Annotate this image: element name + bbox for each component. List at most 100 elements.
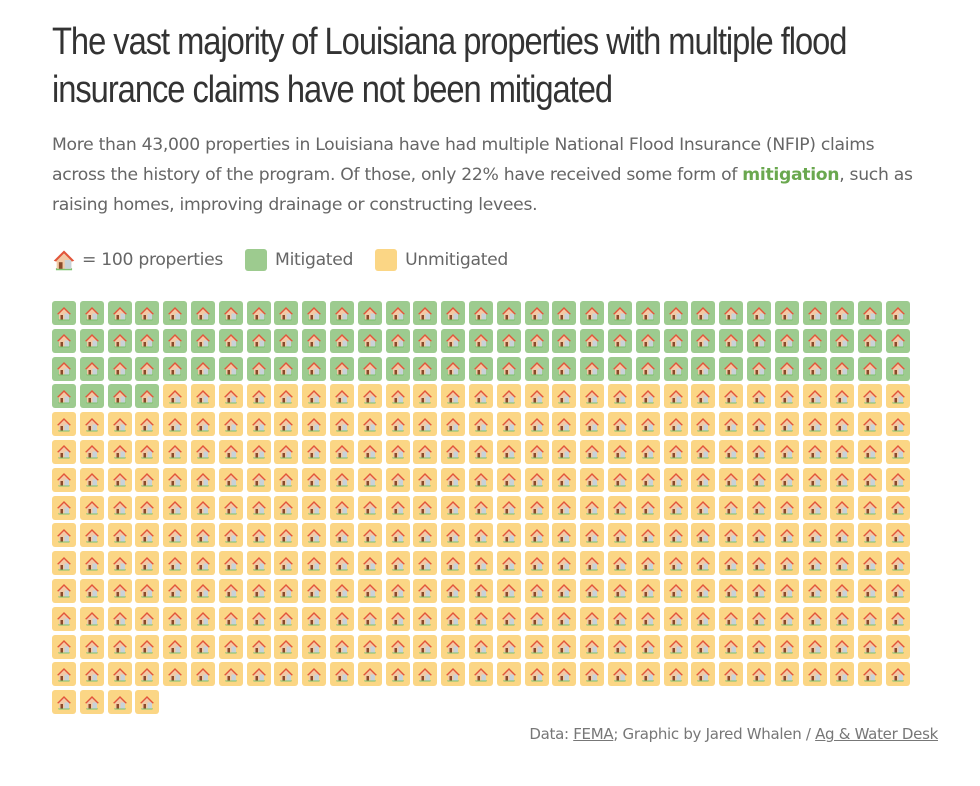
house-icon [390, 528, 405, 543]
house-icon [195, 445, 210, 459]
house-icon [696, 306, 711, 320]
waffle-cell-unmitigated [441, 384, 466, 409]
house-icon [251, 334, 266, 348]
credits: Data: FEMA; Graphic by Jared Whalen / Ag… [529, 725, 938, 743]
waffle-cell-unmitigated [746, 523, 771, 548]
waffle-cell-unmitigated [496, 412, 521, 437]
waffle-cell-mitigated [218, 356, 243, 381]
waffle-cell-unmitigated [746, 467, 771, 492]
waffle-cell-unmitigated [552, 578, 577, 603]
waffle-cell-unmitigated [274, 384, 299, 409]
house-icon [890, 445, 905, 459]
waffle-cell-unmitigated [524, 495, 549, 520]
house-icon [668, 417, 683, 432]
waffle-cell-mitigated [52, 301, 76, 325]
waffle-cell-unmitigated [885, 467, 910, 492]
house-icon [668, 473, 683, 487]
house-icon [279, 528, 294, 543]
ag-water-desk-link[interactable]: Ag & Water Desk [815, 725, 938, 743]
house-icon [334, 556, 349, 571]
waffle-cell-unmitigated [607, 634, 632, 659]
house-icon [279, 473, 294, 487]
waffle-cell-mitigated [830, 328, 855, 353]
house-icon [307, 667, 322, 682]
waffle-cell-unmitigated [329, 467, 354, 492]
house-icon [724, 528, 739, 543]
house-icon [140, 362, 155, 376]
waffle-cell-unmitigated [552, 606, 577, 631]
house-icon [668, 306, 683, 320]
house-icon [807, 362, 822, 376]
waffle-cell-unmitigated [719, 551, 744, 576]
waffle-cell-unmitigated [607, 662, 632, 687]
house-icon [668, 362, 683, 376]
house-icon [751, 528, 766, 543]
house-icon [557, 306, 572, 320]
house-icon [696, 362, 711, 376]
waffle-cell-mitigated [107, 328, 132, 353]
house-icon [640, 640, 655, 654]
house-icon [863, 501, 878, 515]
house-icon [612, 417, 627, 432]
waffle-cell-unmitigated [357, 439, 382, 464]
house-icon [696, 445, 711, 459]
waffle-cell-mitigated [52, 356, 76, 381]
waffle-cell-unmitigated [190, 523, 215, 548]
house-icon [585, 362, 600, 376]
house-icon [779, 501, 794, 515]
waffle-cell-mitigated [774, 328, 799, 353]
house-icon [529, 584, 544, 598]
house-icon [140, 556, 155, 571]
waffle-cell-unmitigated [496, 384, 521, 409]
house-icon [112, 417, 127, 432]
house-icon [251, 306, 266, 320]
house-icon [612, 556, 627, 571]
waffle-cell-mitigated [802, 301, 827, 325]
house-icon [529, 640, 544, 654]
house-icon [585, 556, 600, 571]
house-icon [585, 640, 600, 654]
house-icon [751, 556, 766, 571]
house-icon [724, 556, 739, 571]
house-icon [473, 501, 488, 515]
waffle-cell-unmitigated [107, 523, 132, 548]
fema-link[interactable]: FEMA [573, 725, 614, 743]
house-icon [307, 528, 322, 543]
waffle-cell-unmitigated [302, 495, 327, 520]
waffle-cell-mitigated [79, 356, 104, 381]
waffle-cell-mitigated [79, 384, 104, 409]
waffle-cell-mitigated [190, 356, 215, 381]
house-icon [473, 334, 488, 348]
house-icon [668, 556, 683, 571]
house-icon [195, 528, 210, 543]
house-icon [779, 584, 794, 598]
waffle-cell-mitigated [802, 328, 827, 353]
house-icon [751, 306, 766, 320]
waffle-cell-unmitigated [302, 384, 327, 409]
house-icon [57, 528, 71, 543]
waffle-cell-mitigated [663, 328, 688, 353]
waffle-cell-unmitigated [385, 467, 410, 492]
house-icon [251, 445, 266, 459]
waffle-cell-unmitigated [413, 467, 438, 492]
waffle-cell-unmitigated [329, 412, 354, 437]
waffle-cell-unmitigated [580, 384, 605, 409]
house-icon [696, 612, 711, 626]
house-icon [140, 612, 155, 626]
waffle-cell-mitigated [468, 328, 493, 353]
house-icon [84, 362, 99, 376]
waffle-cell-unmitigated [635, 662, 660, 687]
house-icon [251, 417, 266, 432]
waffle-cell-unmitigated [830, 606, 855, 631]
waffle-cell-unmitigated [774, 662, 799, 687]
waffle-cell-mitigated [719, 301, 744, 325]
waffle-cell-unmitigated [635, 495, 660, 520]
house-icon [418, 584, 433, 598]
waffle-cell-unmitigated [441, 412, 466, 437]
house-icon [418, 640, 433, 654]
house-icon [195, 389, 210, 404]
waffle-cell-unmitigated [858, 384, 883, 409]
waffle-cell-unmitigated [79, 551, 104, 576]
waffle-cell-unmitigated [774, 634, 799, 659]
house-icon [223, 417, 238, 432]
